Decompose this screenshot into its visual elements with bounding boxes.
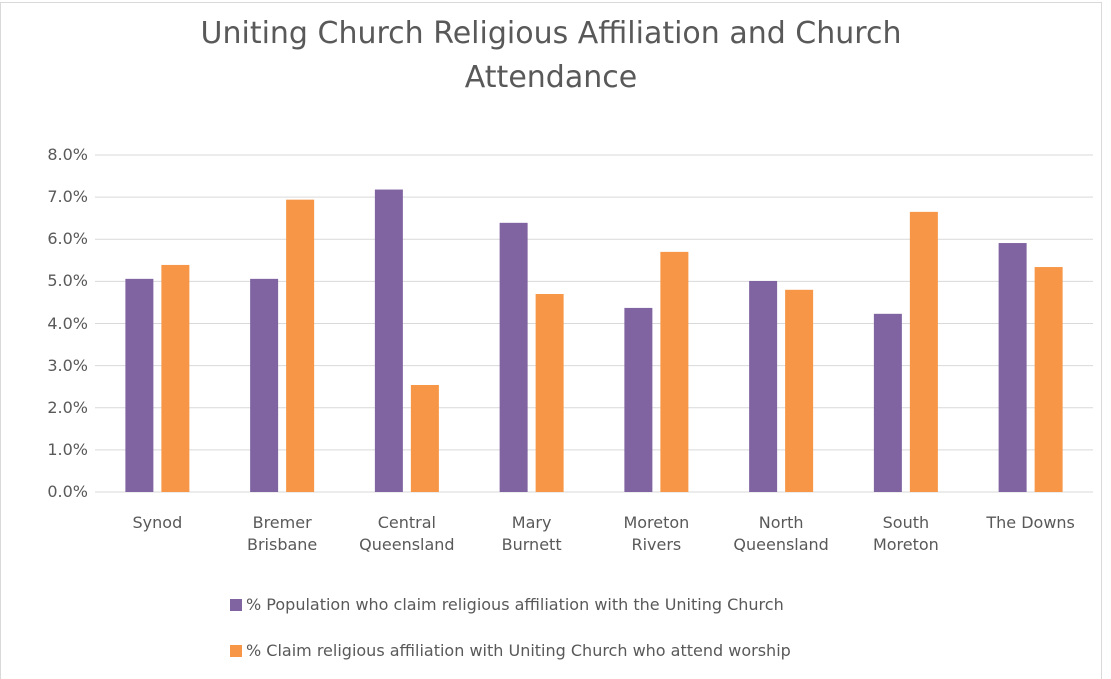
bar: [250, 278, 279, 492]
y-tick-label: 7.0%: [47, 187, 88, 207]
bar: [785, 289, 814, 492]
y-tick-label: 1.0%: [47, 439, 88, 459]
bar: [410, 385, 439, 492]
bar: [286, 199, 315, 492]
y-tick-label: 8.0%: [47, 145, 88, 164]
y-tick-label: 6.0%: [47, 229, 88, 249]
legend-swatch: [230, 645, 242, 657]
bar: [125, 278, 154, 492]
x-tick-label: Moreton Rivers: [623, 513, 690, 554]
bar: [749, 280, 778, 492]
x-tick-label: Synod: [132, 513, 183, 532]
y-tick-label: 5.0%: [47, 271, 88, 291]
x-tick-label: Bremer Brisbane: [246, 513, 318, 554]
bar: [499, 222, 528, 493]
legend-label: % Population who claim religious affilia…: [246, 595, 784, 614]
chart-title: Uniting Church Religious Affiliation and…: [200, 16, 902, 95]
x-tick-label: North Queensland: [733, 513, 829, 554]
y-tick-label: 0.0%: [47, 482, 88, 501]
bar: [998, 243, 1027, 492]
y-tick-label: 4.0%: [47, 313, 88, 333]
bar: [660, 251, 689, 492]
x-tick-label: Central Queensland: [359, 513, 455, 554]
x-tick-label: The Downs: [986, 513, 1075, 532]
bar: [1034, 267, 1063, 492]
chart-title-box: Uniting Church Religious Affiliation and…: [0, 12, 1102, 100]
legend-label: % Claim religious affiliation with Uniti…: [246, 641, 791, 660]
legend-swatch: [230, 599, 242, 611]
y-tick-label: 3.0%: [47, 355, 88, 375]
x-tick-label: Mary Burnett: [501, 513, 562, 554]
bar: [161, 264, 190, 492]
bar: [624, 307, 653, 492]
bar: [374, 189, 403, 493]
bar: [909, 211, 938, 492]
y-tick-label: 2.0%: [47, 397, 88, 417]
bar: [535, 294, 564, 492]
bar: [873, 313, 902, 492]
x-tick-label: South Moreton: [872, 513, 939, 554]
